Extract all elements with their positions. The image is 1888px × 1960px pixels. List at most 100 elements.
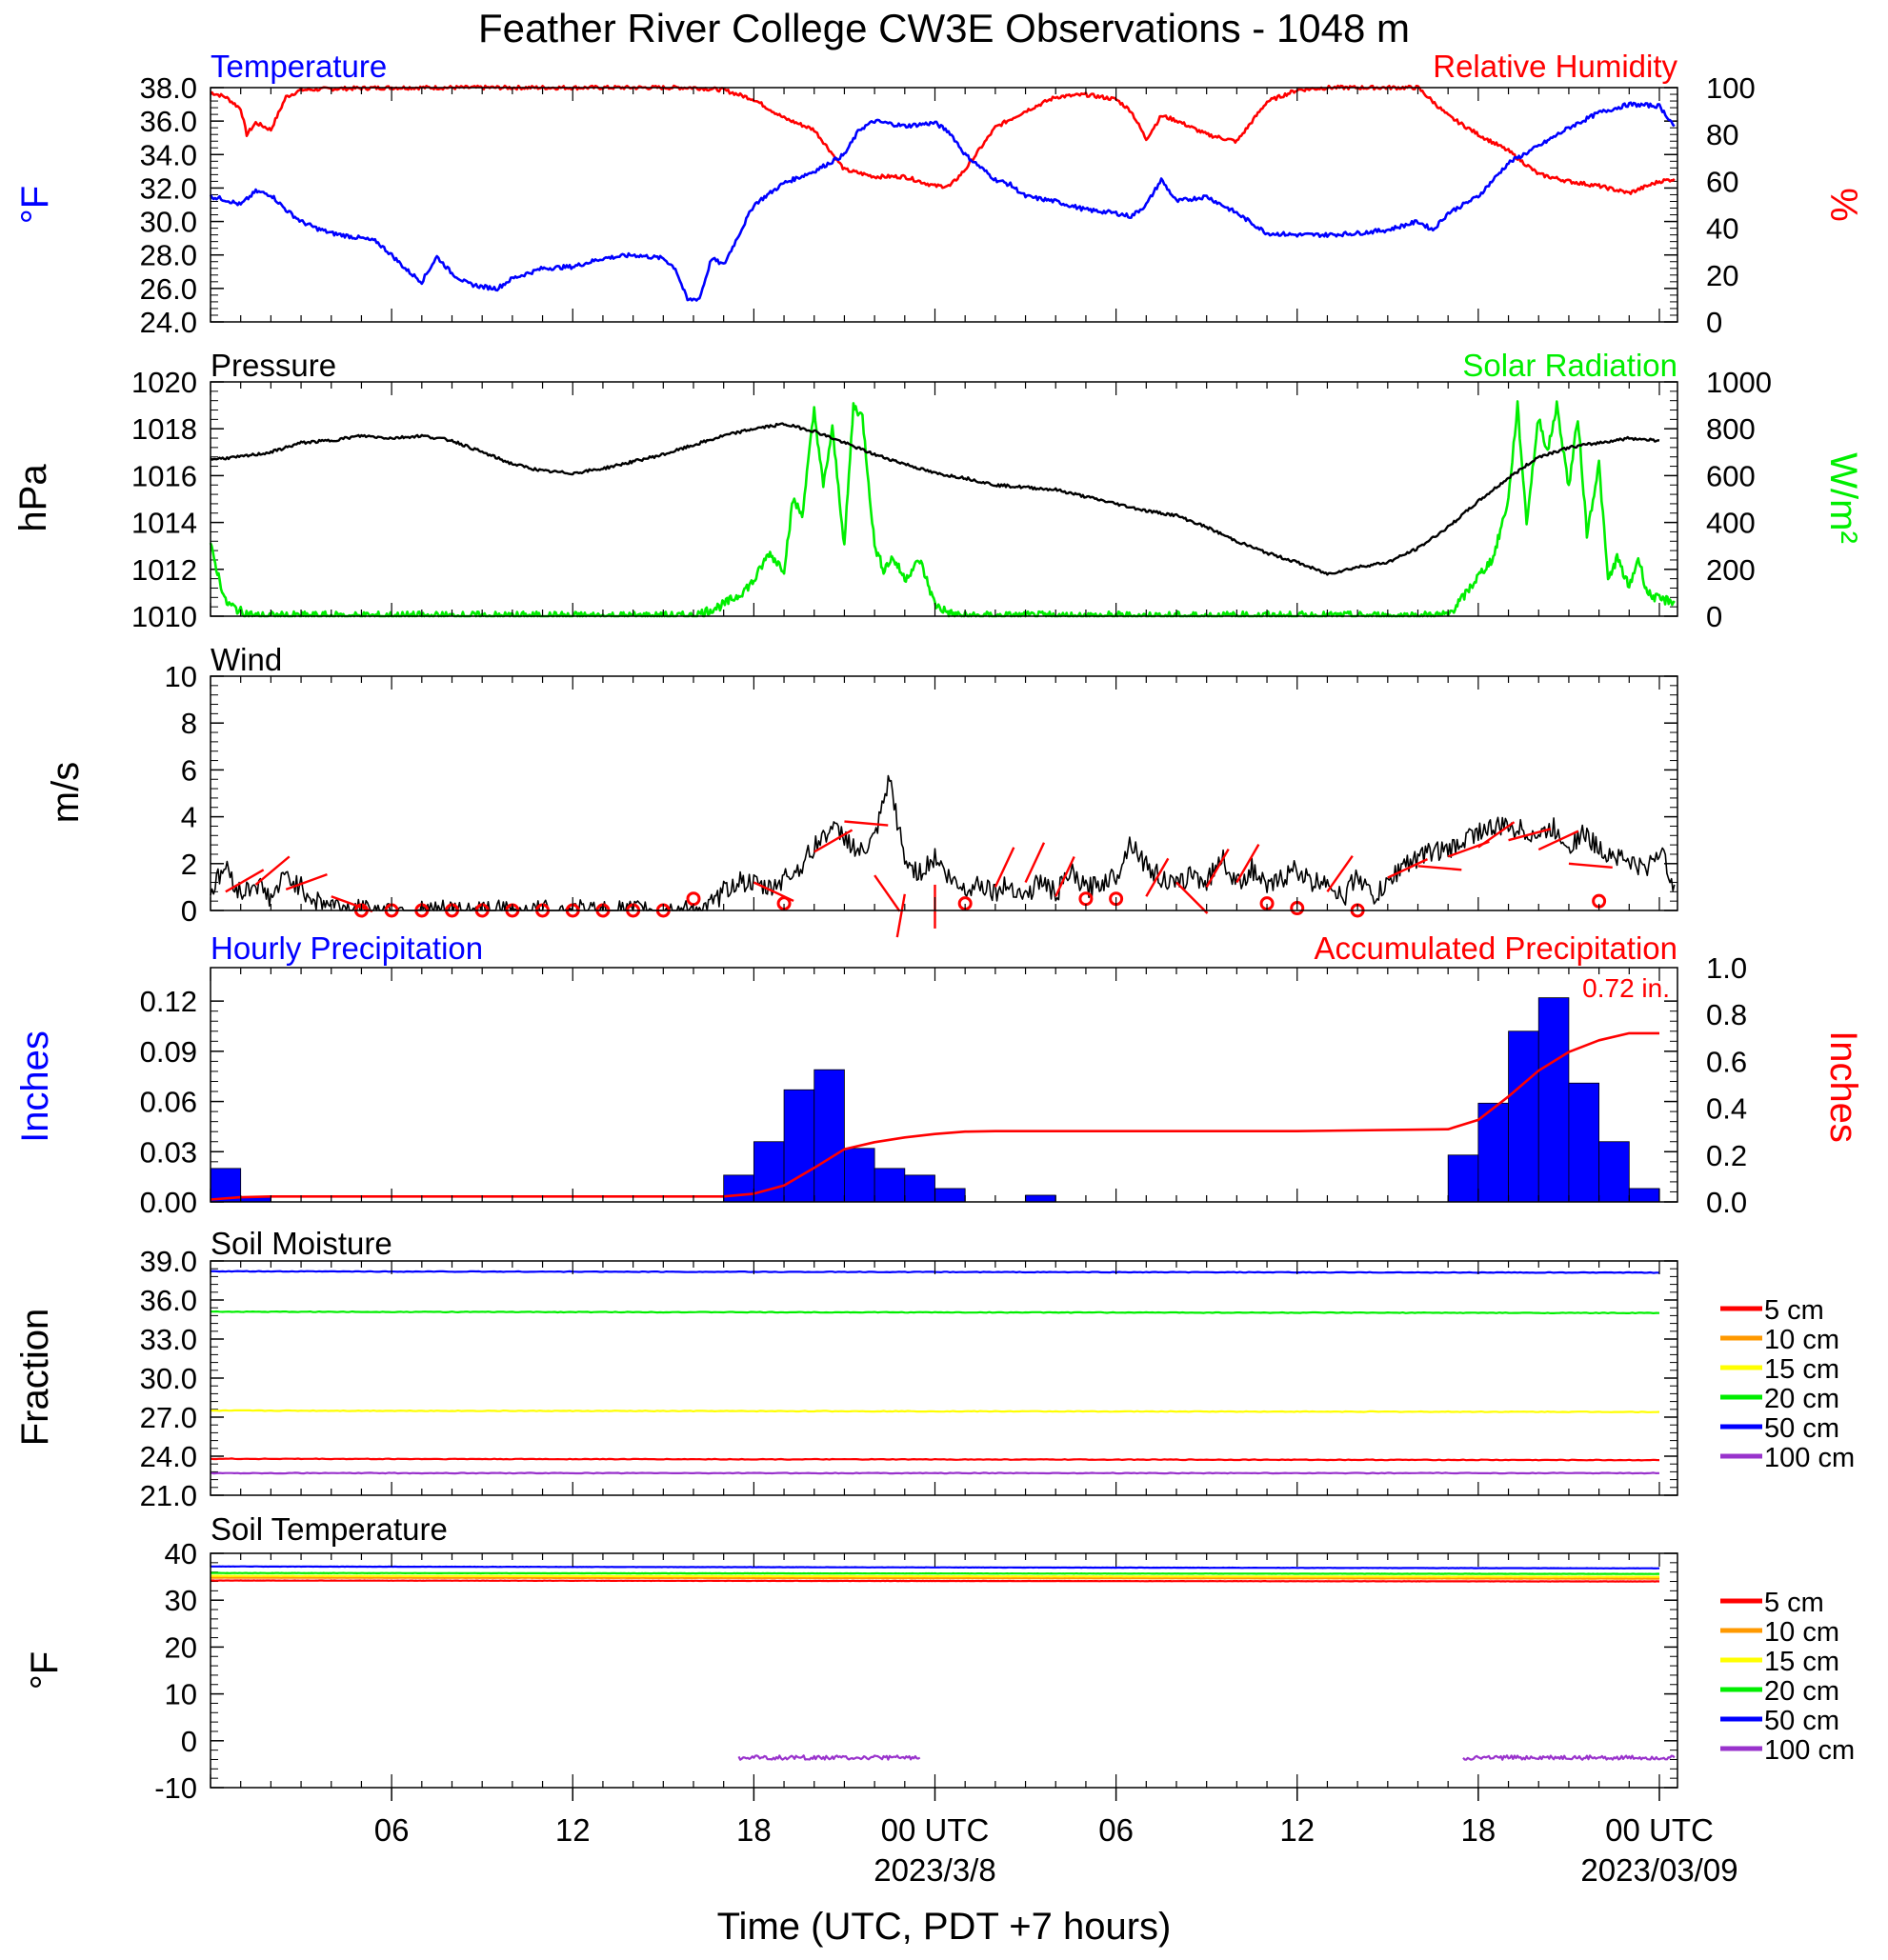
wind-yticks: 0 2 4 6 8 10	[165, 660, 1677, 928]
wind-barb	[844, 820, 889, 827]
ytick-label: 20	[165, 1630, 197, 1664]
hourly-precip-bar	[1025, 1194, 1056, 1203]
ytick-label: 24.0	[140, 306, 197, 339]
ytick-label: 40	[1706, 212, 1738, 246]
xtick-label: 18	[736, 1812, 772, 1848]
ytick-label: -10	[154, 1771, 197, 1805]
hourly-precip-bar	[904, 1174, 935, 1203]
soil-temperature-series-line	[210, 1576, 1660, 1580]
panel-temperature-humidity: Temperature Relative Humidity °F % 24.02…	[14, 49, 1864, 339]
wind-title: Wind	[211, 642, 282, 677]
xtick-label: 06	[374, 1812, 410, 1848]
hourly-precip-bar	[1598, 1141, 1630, 1203]
solar-title: Solar Radiation	[1462, 348, 1677, 383]
hourly-precip-bar	[210, 1168, 242, 1203]
ytick-label: 0.00	[140, 1186, 197, 1219]
xtick-label: 18	[1461, 1812, 1496, 1848]
ytick-label: 33.0	[140, 1323, 197, 1356]
ytick-label: 1012	[131, 553, 197, 587]
xtick-label: 00 UTC	[1605, 1812, 1714, 1848]
ytick-label: 26.0	[140, 272, 197, 306]
hourly-precip-bar	[1508, 1030, 1539, 1203]
wind-speed-series-line	[210, 774, 1676, 911]
ytick-label: 0	[1706, 306, 1722, 339]
panel5-plot	[210, 1270, 1660, 1475]
legend-label: 10 cm	[1764, 1617, 1839, 1648]
soil-moisture-series-line	[210, 1409, 1660, 1414]
ytick-label: 0.12	[140, 985, 197, 1018]
ytick-label: 0.09	[140, 1035, 197, 1069]
ytick-label: 10	[165, 660, 197, 693]
ytick-label: 28.0	[140, 239, 197, 272]
temperature-series-line	[209, 101, 1676, 302]
soil-temperature-series-line	[737, 1754, 921, 1761]
wind-barb	[813, 829, 854, 853]
wind-barb	[1417, 865, 1462, 871]
wind-calm-circle	[1078, 891, 1094, 907]
wind-barb	[1175, 881, 1209, 914]
panel6-plot	[210, 1565, 1676, 1761]
soil-temperature-title: Soil Temperature	[211, 1511, 448, 1547]
ytick-label: 30.0	[140, 1362, 197, 1395]
legend-label: 20 cm	[1764, 1676, 1839, 1707]
ytick-label: 1020	[131, 366, 197, 399]
legend-label: 100 cm	[1764, 1443, 1855, 1473]
soil-moisture-series-line	[210, 1471, 1660, 1475]
accumulated-precip-line	[210, 1031, 1659, 1201]
ytick-label: 0	[181, 1725, 197, 1758]
ytick-label: 27.0	[140, 1401, 197, 1434]
legend-label: 20 cm	[1764, 1384, 1839, 1414]
hourly-precip-bar	[1628, 1188, 1660, 1203]
hourly-precip-bar	[874, 1168, 906, 1203]
ytick-label: 0.8	[1706, 998, 1747, 1031]
wind-barb	[1205, 848, 1230, 889]
panel-soil-moisture: Soil Moisture Fraction 21.0 24.0 27.0 30.0 3…	[14, 1226, 1855, 1512]
ytick-label: 1010	[131, 600, 197, 633]
humidity-axis-label: %	[1822, 188, 1864, 222]
wind-barb	[285, 872, 328, 890]
ytick-label: 30	[165, 1584, 197, 1617]
hourly-precip-bar	[723, 1174, 754, 1203]
soil-temperature-series-line	[210, 1574, 1659, 1578]
wind-barb	[1477, 821, 1516, 849]
ytick-label: 8	[181, 707, 197, 740]
hourly-precip-bar	[783, 1089, 815, 1203]
ytick-label: 20	[1706, 259, 1738, 292]
figure-title: Feather River College CW3E Observations …	[478, 6, 1410, 50]
panel6-frame	[210, 1552, 1678, 1789]
pressure-series-line	[210, 422, 1660, 576]
ytick-label: 0.2	[1706, 1139, 1747, 1172]
soil-moisture-series-line	[210, 1457, 1660, 1462]
soil-moisture-axis-label: Fraction	[14, 1309, 56, 1447]
solar-axis-label: W/m²	[1822, 452, 1864, 544]
ytick-label: 0.03	[140, 1135, 197, 1169]
solar-yticks: 0 200 400 600 800 1000	[1706, 366, 1772, 633]
ytick-label: 0	[1706, 600, 1722, 633]
ytick-label: 39.0	[140, 1245, 197, 1278]
legend-label: 50 cm	[1764, 1706, 1839, 1736]
xtick-label: 00 UTC	[881, 1812, 990, 1848]
legend-label: 5 cm	[1764, 1295, 1824, 1326]
soil-moisture-yticks: 21.0 24.0 27.0 30.0 33.0 36.0 39.0	[140, 1245, 1677, 1512]
solar-series-line	[209, 400, 1676, 618]
ytick-label: 0.4	[1706, 1092, 1747, 1126]
panel1-frame	[210, 87, 1678, 323]
panel1-plot	[209, 84, 1676, 302]
panel2-plot	[209, 400, 1676, 618]
xtick-label: 12	[555, 1812, 591, 1848]
soil-temperature-yticks: -10 0 10 20 30 40	[154, 1537, 1677, 1805]
legend-label: 50 cm	[1764, 1413, 1839, 1444]
panel-soil-temperature: Soil Temperature °F -10 0 10 20 30 40 5 cm10 …	[24, 1511, 1855, 1805]
hourly-precip-bar	[934, 1188, 966, 1203]
ytick-label: 800	[1706, 412, 1756, 446]
wind-barb	[895, 893, 906, 938]
ytick-label: 0.6	[1706, 1045, 1747, 1078]
ytick-label: 6	[181, 753, 197, 787]
hourly-precip-axis-label: Inches	[14, 1030, 56, 1143]
ytick-label: 10	[165, 1678, 197, 1711]
xtick-date-label: 2023/03/09	[1580, 1852, 1737, 1888]
accumulated-precip-title: Accumulated Precipitation	[1314, 930, 1677, 966]
legend-label: 10 cm	[1764, 1325, 1839, 1355]
